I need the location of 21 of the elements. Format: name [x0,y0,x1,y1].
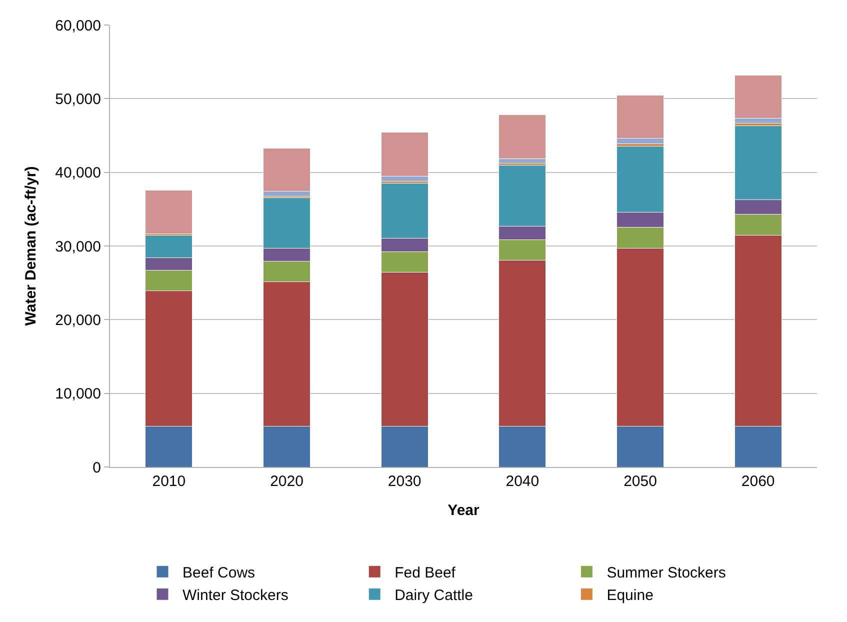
y-tick-label: 50,000 [55,90,101,108]
y-tick-label: 20,000 [55,312,101,329]
legend-label: Fed Beef [394,564,456,582]
y-axis-title: Water Deman (ac-ft/yr) [22,166,40,326]
x-tick-label: 2020 [270,473,304,490]
x-axis-title: Year [448,502,480,519]
x-tick-label: 2050 [624,473,657,490]
x-tick-label: 2060 [741,473,775,490]
legend-label: Equine [606,587,654,604]
x-tick-label: 2010 [152,473,186,490]
y-tick-label: 10,000 [55,386,101,403]
y-tick-label: 0 [92,459,101,476]
y-tick-label: 30,000 [55,238,101,256]
x-tick-label: 2040 [506,473,540,490]
legend-label: Winter Stockers [182,587,288,604]
y-tick-label: 60,000 [55,17,101,34]
legend-label: Beef Cows [182,564,256,582]
y-tick-label: 40,000 [55,164,101,182]
legend-label: Dairy Cattle [394,587,473,604]
legend-label: Summer Stockers [606,564,726,582]
x-tick-label: 2030 [388,473,422,490]
